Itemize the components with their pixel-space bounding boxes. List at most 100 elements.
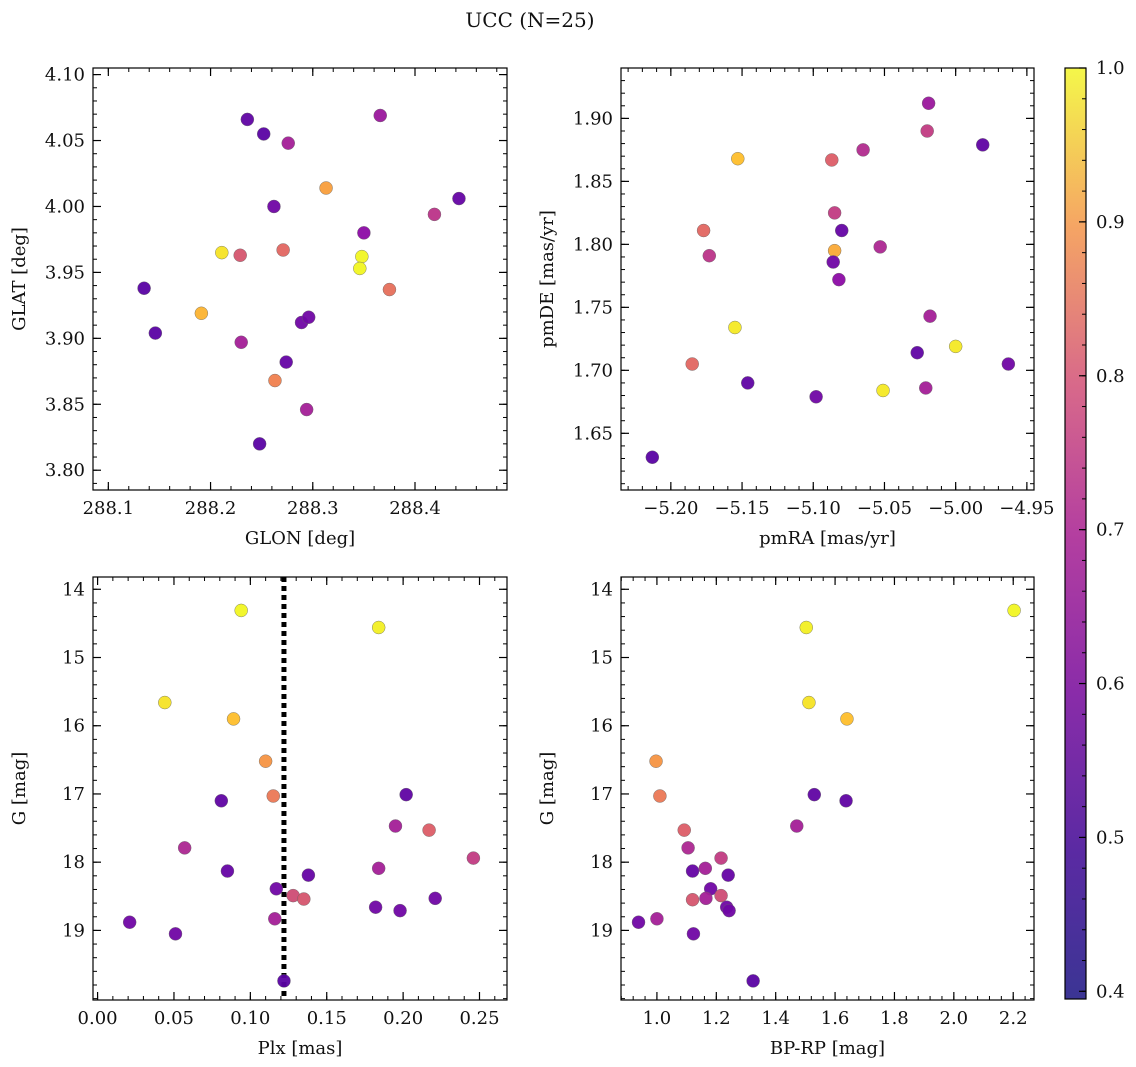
- scatter-point: [137, 281, 151, 295]
- x-tick-label: −5.15: [714, 498, 769, 519]
- scatter-point: [371, 620, 386, 635]
- scatter-point: [873, 240, 887, 254]
- scatter-point: [422, 823, 436, 837]
- y-tick-label: 18: [590, 852, 613, 873]
- scatter-point: [685, 893, 700, 907]
- y-tick-label: 19: [590, 920, 613, 941]
- scatter-point: [714, 851, 728, 865]
- y-axis-label: G [mag]: [537, 752, 558, 825]
- y-tick-label: 19: [62, 920, 85, 941]
- panel-3: 0.00 0.05 0.10 0.15 0.20 0.25 14 15 16 17 18 19 Plx …: [9, 576, 508, 1059]
- scatter-point: [677, 823, 691, 837]
- scatter-point: [835, 223, 849, 238]
- scatter-point: [722, 903, 736, 918]
- scatter-point: [910, 345, 924, 360]
- scatter-point: [919, 381, 933, 395]
- panel-2: −5.20 −5.15 −5.10 −5.05 −5.00 −4.95 1.65 1.70 1.…: [537, 67, 1054, 549]
- scatter-point: [168, 927, 183, 941]
- scatter-point: [799, 620, 813, 635]
- scatter-point: [827, 206, 842, 220]
- x-tick-label: 2.0: [940, 1008, 969, 1029]
- y-tick-label: 3.90: [45, 328, 85, 349]
- scatter-point: [371, 861, 386, 876]
- x-tick-label: 0.15: [307, 1008, 347, 1029]
- y-tick-label: 15: [590, 648, 613, 669]
- scatter-point: [839, 794, 853, 808]
- x-axis-label: BP-RP [mag]: [770, 1038, 885, 1059]
- scatter-point: [923, 309, 937, 323]
- scatter-point: [276, 243, 290, 257]
- scatter-point: [466, 851, 481, 865]
- scatter-point: [281, 136, 295, 150]
- x-tick-label: 0.25: [459, 1008, 499, 1029]
- scatter-point: [214, 794, 229, 808]
- scatter-point: [728, 320, 742, 335]
- scatter-point: [427, 207, 442, 222]
- scatter-point: [696, 223, 711, 238]
- scatter-point: [257, 127, 271, 141]
- scatter-point: [393, 903, 407, 918]
- y-tick-label: 1.65: [573, 423, 613, 444]
- x-tick-label: 0.10: [230, 1008, 270, 1029]
- scatter-point: [699, 891, 713, 906]
- scatter-point: [790, 819, 804, 833]
- plot-frame: [620, 576, 1035, 1001]
- y-tick-label: 3.80: [45, 460, 85, 481]
- x-tick-label: −5.20: [643, 498, 698, 519]
- x-tick-label: 0.20: [383, 1008, 423, 1029]
- x-tick-label: 1.8: [880, 1008, 909, 1029]
- scatter-point: [388, 819, 403, 833]
- scatter-point: [653, 789, 667, 803]
- scatter-point: [382, 282, 397, 297]
- x-tick-label: −5.00: [928, 498, 983, 519]
- colorbar: 0.4 0.5 0.6 0.7 0.8 0.9 1.0: [1064, 58, 1125, 1002]
- scatter-point: [267, 199, 281, 214]
- scatter-point: [122, 915, 137, 929]
- scatter-point: [876, 383, 890, 398]
- colorbar-tick-label: 0.5: [1096, 827, 1125, 848]
- x-tick-label: 288.2: [185, 498, 237, 519]
- y-axis-label: G [mag]: [9, 752, 30, 825]
- y-tick-label: 16: [62, 716, 85, 737]
- x-axis-label: GLON [deg]: [245, 528, 355, 549]
- scatter-point: [827, 243, 842, 258]
- scatter-point: [299, 402, 314, 417]
- scatter-point: [856, 143, 870, 157]
- y-tick-label: 1.85: [573, 171, 613, 192]
- scatter-point: [353, 261, 367, 276]
- scatter-point: [373, 108, 387, 123]
- colorbar-tick-label: 0.6: [1096, 674, 1125, 695]
- scatter-point: [266, 789, 280, 803]
- y-tick-label: 17: [590, 784, 613, 805]
- y-axis-label: GLAT [deg]: [9, 227, 30, 331]
- scatter-point: [681, 841, 695, 855]
- colorbar-tick-label: 0.9: [1096, 212, 1125, 233]
- scatter-point: [252, 437, 267, 451]
- scatter-point: [234, 335, 248, 349]
- y-tick-label: 1.70: [573, 360, 613, 381]
- y-tick-label: 15: [62, 648, 85, 669]
- scatter-point: [825, 153, 839, 167]
- scatter-point: [355, 249, 369, 264]
- scatter-point: [698, 861, 713, 876]
- panel-4: 1.0 1.2 1.4 1.6 1.8 2.0 2.2 14 15 16 17 18 19 BP-RP […: [537, 576, 1035, 1059]
- scatter-point: [714, 888, 728, 903]
- scatter-point: [631, 915, 646, 929]
- colorbar-gradient: [1064, 67, 1087, 1000]
- colorbar-tick-label: 0.8: [1096, 366, 1125, 387]
- scatter-point: [807, 787, 821, 802]
- scatter-point: [177, 841, 192, 855]
- y-tick-label: 14: [62, 579, 85, 600]
- x-axis-label: Plx [mas]: [258, 1038, 343, 1059]
- scatter-point: [649, 754, 663, 768]
- scatter-point: [746, 974, 760, 988]
- x-tick-label: 288.3: [287, 498, 339, 519]
- y-tick-label: 3.85: [45, 394, 85, 415]
- scatter-point: [226, 712, 241, 726]
- scatter-point: [277, 974, 291, 988]
- y-tick-label: 1.90: [573, 108, 613, 129]
- x-tick-label: −5.05: [857, 498, 912, 519]
- x-tick-label: 288.1: [83, 498, 135, 519]
- y-axis-label: pmDE [mas/yr]: [537, 210, 558, 348]
